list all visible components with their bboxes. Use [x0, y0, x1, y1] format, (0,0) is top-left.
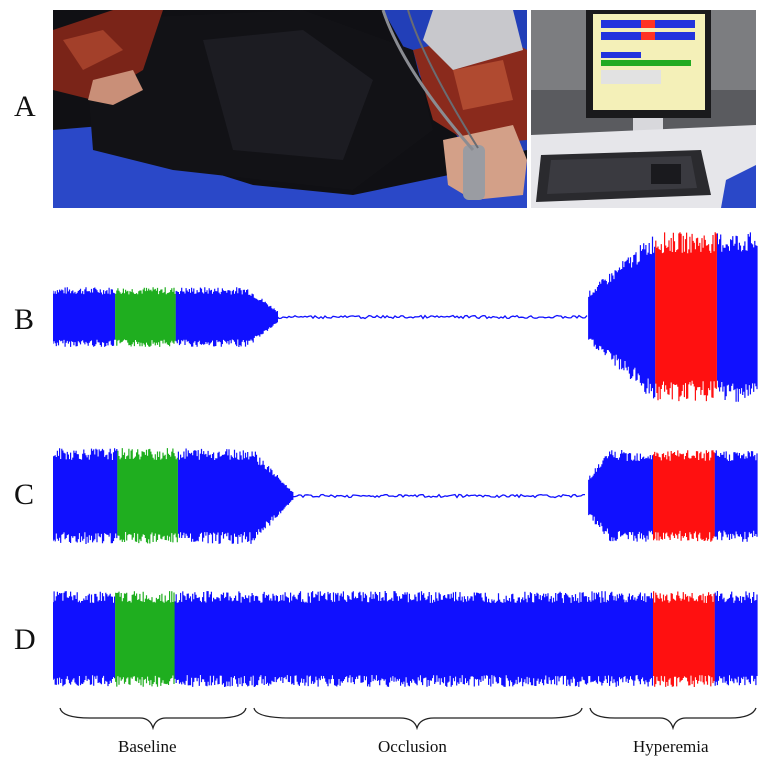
waveform-d-plot	[53, 591, 758, 687]
phase-label-hyperemia: Hyperemia	[633, 737, 709, 756]
waveform-d	[53, 583, 758, 695]
waveform-segment-red	[653, 591, 715, 687]
waveform-c	[53, 438, 758, 556]
waveform-segment-green	[115, 287, 176, 347]
panel-label-a: A	[14, 90, 36, 123]
baseline-bracket	[59, 707, 247, 730]
device-monitor-photo	[531, 10, 756, 208]
panel-label-d: D	[14, 623, 36, 656]
panel-label-c: C	[14, 478, 35, 511]
waveform-flat-line	[274, 314, 588, 320]
waveform-b-plot	[53, 232, 758, 402]
waveform-b	[53, 222, 758, 432]
hyperemia-bracket	[589, 707, 757, 730]
waveform-segment-red	[653, 450, 715, 542]
phase-label-baseline: Baseline	[118, 737, 177, 756]
phase-brackets	[59, 707, 757, 730]
waveform-segment-blue	[53, 591, 758, 687]
waveform-c-plot	[53, 448, 758, 544]
waveform-flat-line	[288, 493, 585, 499]
occlusion-bracket	[253, 707, 583, 730]
patient-arm-photo	[53, 10, 527, 208]
phase-label-occlusion: Occlusion	[378, 737, 447, 756]
waveform-segment-green	[115, 591, 175, 687]
panel-label-b: B	[14, 303, 35, 336]
waveform-segment-green	[117, 448, 178, 544]
waveform-segment-red	[655, 232, 717, 402]
